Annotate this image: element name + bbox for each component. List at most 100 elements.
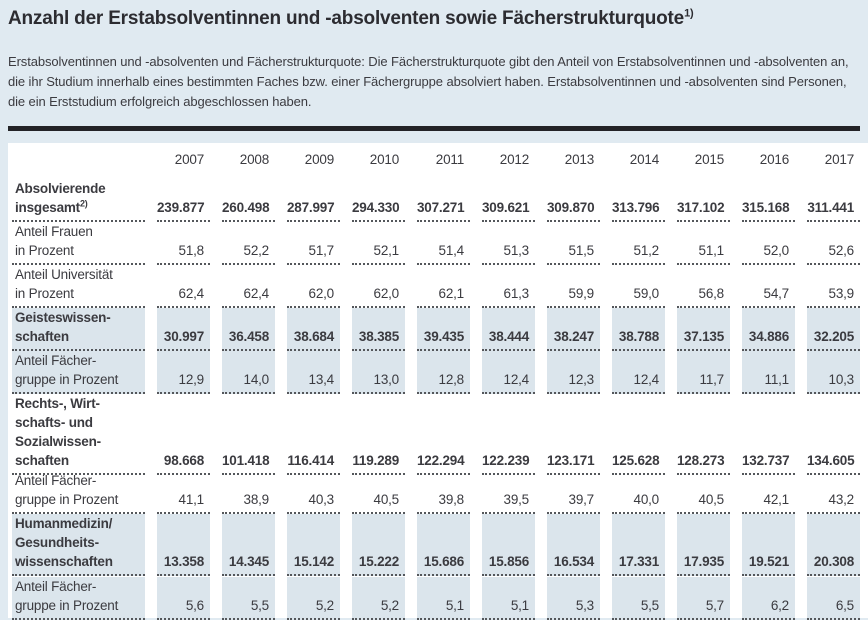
value-text: 43,2 xyxy=(828,492,855,507)
value-cell: 34.886 xyxy=(730,305,795,351)
row-label-text: Anteil Frauen xyxy=(15,224,93,239)
year-header-cell: 2014 xyxy=(600,143,665,176)
value-cell: 38.788 xyxy=(600,305,665,351)
value-text: 15.856 xyxy=(488,554,529,569)
value-cell: 51,4 xyxy=(405,219,470,265)
value-cell: 38.385 xyxy=(340,305,405,351)
year-header-label: 2009 xyxy=(304,152,334,167)
row-label-text: in Prozent xyxy=(15,243,74,258)
table-row: Geisteswissen-schaften 30.997 36.458 38.684… xyxy=(12,305,868,351)
value-cell: 12,8 xyxy=(405,348,470,394)
year-header-label: 2012 xyxy=(499,152,529,167)
value-text: 62,1 xyxy=(438,286,465,301)
value-cell: 51,3 xyxy=(470,219,535,265)
value-text: 125.628 xyxy=(612,453,660,468)
value-text: 41,1 xyxy=(178,492,205,507)
value-text: 11,1 xyxy=(764,372,790,387)
value-cell: 14,0 xyxy=(210,348,275,394)
value-cell: 38.247 xyxy=(535,305,600,351)
value-cell: 52,6 xyxy=(795,219,860,265)
row-label-line: schaften xyxy=(15,451,69,470)
value-cell: 5,6 xyxy=(145,574,210,620)
table-row: Anteil Fächer-gruppe in Prozent 41,1 38,9 4… xyxy=(12,468,868,514)
value-text: 313.796 xyxy=(612,200,660,215)
row-label: Anteil Fächer-gruppe in Prozent xyxy=(12,574,145,620)
value-cell: 39,5 xyxy=(470,468,535,514)
table-row: Anteil Fächer-gruppe in Prozent 12,9 14,0 1… xyxy=(12,348,868,394)
row-label-text: insgesamt xyxy=(15,200,80,215)
value-cell: 125.628 xyxy=(600,391,666,475)
row-label: Anteil Fächer-gruppe in Prozent xyxy=(12,468,145,514)
value-cell: 5,7 xyxy=(665,574,730,620)
value-text: 62,0 xyxy=(308,286,335,301)
year-header-label: 2015 xyxy=(694,152,724,167)
row-label-text: Anteil Fächer- xyxy=(15,579,97,594)
divider-rule xyxy=(8,126,860,131)
row-label: Geisteswissen-schaften xyxy=(12,305,145,351)
row-label-line: in Prozent xyxy=(15,241,74,260)
row-label-line: Rechts-, Wirt- xyxy=(15,394,100,413)
value-text: 260.498 xyxy=(222,200,270,215)
value-cell: 6,2 xyxy=(730,574,795,620)
year-header-cell: 2010 xyxy=(340,143,405,176)
year-header-cell: 2007 xyxy=(145,143,210,176)
value-cell: 39,7 xyxy=(535,468,600,514)
table-row: Anteil Universität in Prozent 62,4 62,4 62,0… xyxy=(12,262,868,308)
value-text: 30.997 xyxy=(163,329,204,344)
value-text: 17.935 xyxy=(683,554,724,569)
row-label-text: wissenschaften xyxy=(15,554,113,569)
year-header-label: 2008 xyxy=(239,152,269,167)
value-cell: 38.684 xyxy=(275,305,340,351)
value-text: 19.521 xyxy=(748,554,789,569)
value-cell: 317.102 xyxy=(665,176,731,222)
row-label: Anteil Fächer-gruppe in Prozent xyxy=(12,348,145,394)
value-text: 12,9 xyxy=(178,372,205,387)
row-label-line: insgesamt2) xyxy=(15,198,88,217)
value-text: 5,7 xyxy=(705,598,724,613)
row-label-text: gruppe in Prozent xyxy=(15,598,119,613)
value-text: 52,0 xyxy=(763,243,790,258)
table-body: Absolvierende insgesamt2) 239.877 260.498 28… xyxy=(12,176,868,620)
value-text: 5,1 xyxy=(510,598,529,613)
row-label-line: Gesundheits- xyxy=(15,533,99,552)
value-cell: 313.796 xyxy=(600,176,666,222)
value-text: 51,7 xyxy=(308,243,335,258)
value-text: 5,3 xyxy=(575,598,594,613)
value-text: 53,9 xyxy=(828,286,855,301)
value-text: 11,7 xyxy=(699,372,725,387)
value-cell: 5,5 xyxy=(210,574,275,620)
value-text: 119.289 xyxy=(352,453,399,468)
value-cell: 12,4 xyxy=(600,348,665,394)
value-cell: 13,0 xyxy=(340,348,405,394)
intro-text: Erstabsolventinnen und -absolventen und … xyxy=(8,54,849,109)
value-cell: 5,2 xyxy=(275,574,340,620)
value-text: 12,8 xyxy=(438,372,465,387)
value-cell: 10,3 xyxy=(795,348,860,394)
value-cell: 62,4 xyxy=(210,262,275,308)
row-label-line: Anteil Fächer- xyxy=(15,577,96,596)
value-cell: 260.498 xyxy=(210,176,276,222)
page-title-text: Anzahl der Erstabsolventinnen und -absol… xyxy=(8,8,685,29)
value-text: 51,8 xyxy=(178,243,205,258)
value-text: 38.684 xyxy=(293,329,334,344)
table-row: Absolvierende insgesamt2) 239.877 260.498 28… xyxy=(12,176,868,222)
year-header-label: 2013 xyxy=(564,152,594,167)
value-text: 59,0 xyxy=(633,286,660,301)
value-cell: 41,1 xyxy=(145,468,210,514)
value-text: 128.273 xyxy=(677,453,725,468)
value-text: 20.308 xyxy=(813,554,854,569)
table-row: Rechts-, Wirt-schafts- und Sozialwissen-s… xyxy=(12,391,868,475)
row-label-line: schafts- und xyxy=(15,413,93,432)
year-header-cell: 2009 xyxy=(275,143,340,176)
year-header-cell: 2013 xyxy=(535,143,600,176)
value-cell: 17.331 xyxy=(600,511,665,576)
value-cell: 122.294 xyxy=(405,391,471,475)
header-section: Anzahl der Erstabsolventinnen und -absol… xyxy=(0,0,868,112)
value-cell: 40,5 xyxy=(665,468,730,514)
year-header-label: 2007 xyxy=(174,152,204,167)
value-text: 39.435 xyxy=(423,329,464,344)
value-text: 5,6 xyxy=(185,598,204,613)
value-text: 123.171 xyxy=(547,453,595,468)
value-cell: 52,1 xyxy=(340,219,405,265)
year-header-label: 2011 xyxy=(435,152,464,167)
